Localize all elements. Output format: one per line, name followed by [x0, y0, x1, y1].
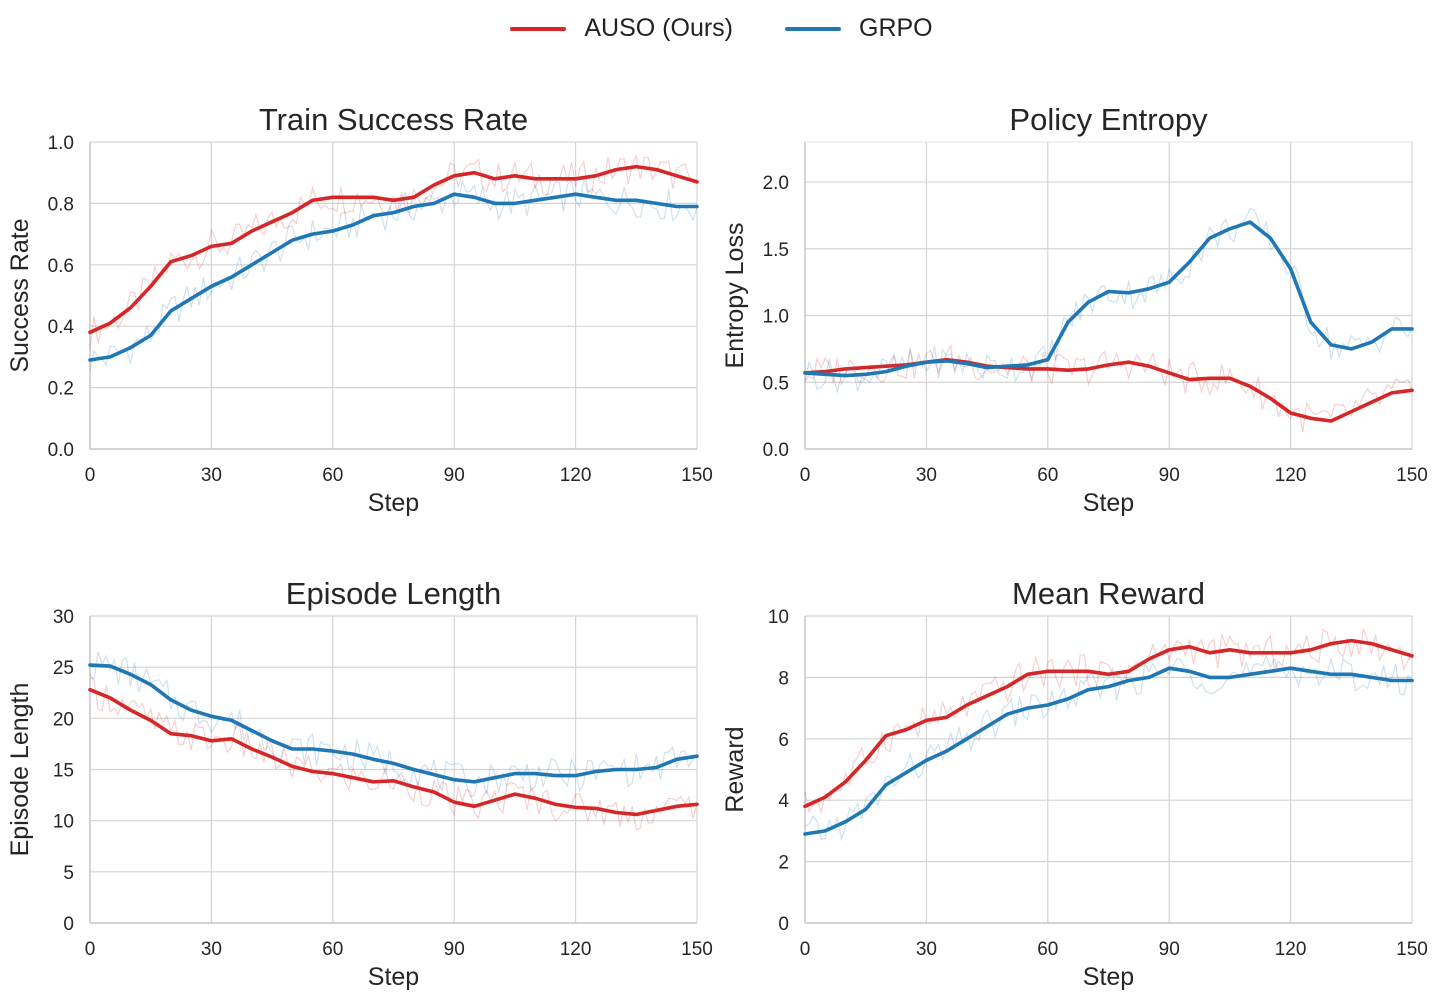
x-tick-label: 60: [1037, 939, 1058, 960]
y-tick-label: 0.6: [48, 256, 74, 277]
x-tick-label: 90: [1159, 465, 1180, 486]
y-tick-label: 10: [768, 607, 789, 628]
plot-frame: [804, 615, 1413, 924]
y-tick-label: 2: [778, 853, 789, 874]
y-tick-label: 0.8: [48, 194, 74, 215]
y-tick-label: 30: [53, 607, 74, 628]
legend-item-grpo: GRPO: [785, 14, 933, 43]
legend-item-auso: AUSO (Ours): [510, 14, 733, 43]
y-tick-label: 1.0: [763, 307, 789, 328]
y-tick-label: 0.0: [763, 440, 789, 461]
x-tick-label: 60: [322, 939, 343, 960]
y-tick-label: 1.5: [763, 240, 789, 261]
y-axis-label: Entropy Loss: [721, 223, 749, 369]
x-tick-label: 150: [681, 465, 713, 486]
series-line-auso: [88, 687, 699, 817]
y-tick-label: 4: [778, 791, 789, 812]
raw-line-grpo: [804, 207, 1413, 395]
raw-line-auso: [89, 673, 698, 831]
raw-line-auso: [804, 628, 1413, 815]
chart-panel-3: 0 30 60 90 120 150 0 5 10 15 20 25 30 Episode Length S…: [6, 576, 713, 991]
chart-title: Train Success Rate: [259, 102, 528, 137]
series-line-grpo: [803, 220, 1414, 378]
x-tick-label: 0: [800, 939, 811, 960]
x-tick-label: 0: [85, 465, 96, 486]
y-tick-label: 2.0: [763, 173, 789, 194]
chart-title: Policy Entropy: [1009, 102, 1208, 137]
x-tick-label: 60: [322, 465, 343, 486]
series-line-grpo: [803, 666, 1414, 836]
x-tick-label: 120: [560, 939, 592, 960]
x-tick-label: 120: [1275, 939, 1307, 960]
legend-swatch-grpo: [785, 26, 841, 31]
x-tick-label: 30: [916, 465, 937, 486]
plot-frame: [804, 141, 1413, 450]
y-tick-label: 0.4: [48, 317, 75, 338]
y-tick-label: 6: [778, 730, 789, 751]
y-tick-label: 8: [778, 668, 789, 689]
x-tick-label: 150: [1396, 939, 1428, 960]
y-axis-label: Success Rate: [6, 218, 34, 372]
series-line-auso: [88, 164, 699, 335]
plot-frame: [89, 141, 698, 450]
x-tick-label: 60: [1037, 465, 1058, 486]
series-line-grpo: [88, 663, 699, 784]
y-tick-label: 0.0: [48, 440, 74, 461]
y-axis-label: Episode Length: [6, 683, 34, 857]
x-axis-label: Step: [1083, 489, 1134, 517]
x-tick-label: 90: [1159, 939, 1180, 960]
y-tick-label: 20: [53, 709, 74, 730]
chart-panel-2: 0 30 60 90 120 150 0.0 0.5 1.0 1.5 2.0 Policy Entro…: [721, 102, 1428, 517]
x-tick-label: 90: [444, 465, 465, 486]
x-tick-label: 150: [681, 939, 713, 960]
legend-label-auso: AUSO (Ours): [584, 14, 733, 42]
chart-panel-4: 0 30 60 90 120 150 0 2 4 6 8 10 Mean Reward Step Rewar…: [721, 576, 1428, 991]
y-tick-label: 5: [63, 863, 74, 884]
y-axis-label: Reward: [721, 726, 749, 812]
x-tick-label: 30: [916, 939, 937, 960]
series-line-auso: [803, 638, 1414, 809]
legend-label-grpo: GRPO: [859, 14, 933, 42]
series-line-grpo: [88, 192, 699, 362]
y-tick-label: 1.0: [48, 133, 74, 154]
x-axis-label: Step: [1083, 963, 1134, 991]
x-tick-label: 150: [1396, 465, 1428, 486]
y-tick-label: 0.2: [48, 379, 74, 400]
chart-title: Episode Length: [286, 576, 501, 611]
x-tick-label: 0: [800, 465, 811, 486]
legend: AUSO (Ours) GRPO: [0, 14, 1443, 43]
y-tick-label: 0.5: [763, 373, 789, 394]
x-tick-label: 30: [201, 939, 222, 960]
x-tick-label: 120: [560, 465, 592, 486]
x-axis-label: Step: [368, 489, 419, 517]
y-tick-label: 10: [53, 812, 74, 833]
chart-panel-1: 0 30 60 90 120 150 0.0 0.2 0.4 0.6 0.8 1.0 Train Suc…: [6, 102, 713, 517]
legend-swatch-auso: [510, 26, 567, 31]
raw-line-grpo: [89, 178, 698, 371]
y-tick-label: 15: [53, 761, 74, 782]
y-tick-label: 0: [778, 914, 789, 935]
y-tick-label: 25: [53, 658, 74, 679]
raw-line-auso: [804, 343, 1413, 433]
x-tick-label: 0: [85, 939, 96, 960]
x-tick-label: 30: [201, 465, 222, 486]
x-axis-label: Step: [368, 963, 419, 991]
chart-title: Mean Reward: [1012, 576, 1205, 611]
raw-line-grpo: [89, 651, 698, 798]
raw-line-grpo: [804, 654, 1413, 842]
raw-line-auso: [89, 153, 698, 350]
y-tick-label: 0: [63, 914, 74, 935]
x-tick-label: 90: [444, 939, 465, 960]
x-tick-label: 120: [1275, 465, 1307, 486]
